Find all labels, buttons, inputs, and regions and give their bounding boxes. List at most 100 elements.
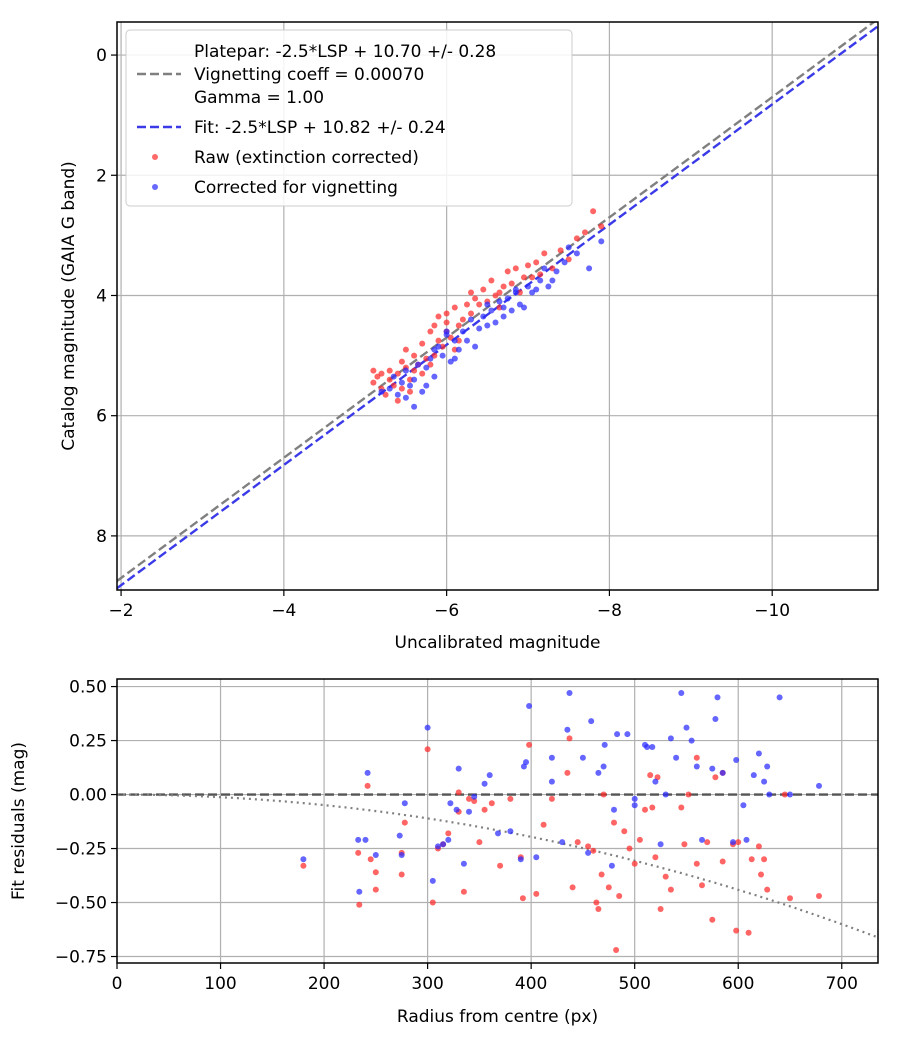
data-point <box>616 893 623 899</box>
data-point <box>507 828 514 835</box>
data-point <box>386 385 393 392</box>
data-point <box>431 373 438 380</box>
data-point <box>541 265 548 272</box>
x-tick-label: −2 <box>109 601 134 621</box>
data-point <box>557 247 564 254</box>
data-point <box>484 301 491 308</box>
data-point <box>512 289 519 296</box>
data-point <box>816 782 822 789</box>
data-point <box>429 899 436 906</box>
data-point <box>402 346 409 353</box>
data-point <box>595 906 602 912</box>
data-point <box>519 895 526 902</box>
data-point <box>468 289 474 296</box>
data-point <box>548 754 555 761</box>
axis-ticks: −2 −4 −6 −8 −10 0 2 4 6 8 <box>96 46 790 621</box>
data-point <box>372 869 379 876</box>
data-point <box>455 346 462 353</box>
data-point <box>445 830 452 837</box>
data-point <box>372 852 379 858</box>
data-point <box>367 856 374 863</box>
x-tick-label: −8 <box>597 601 622 621</box>
data-point <box>435 343 442 350</box>
data-point <box>549 265 556 272</box>
x-tick-label: −6 <box>434 601 459 621</box>
data-point <box>451 304 458 311</box>
data-point <box>586 265 593 272</box>
grid <box>116 679 878 963</box>
data-point <box>512 265 519 272</box>
data-point <box>644 744 651 750</box>
data-point <box>766 791 773 798</box>
data-point <box>649 804 656 811</box>
y-tick-label: −0.25 <box>55 840 107 860</box>
data-point <box>652 778 659 785</box>
data-point <box>579 754 586 761</box>
data-point <box>693 754 700 761</box>
x-tick-label: 300 <box>411 974 443 994</box>
data-point <box>516 301 523 308</box>
data-point <box>459 316 466 323</box>
data-point <box>300 856 307 863</box>
data-point <box>435 337 442 344</box>
data-point <box>466 808 472 815</box>
data-point <box>598 238 605 245</box>
data-point <box>688 737 695 744</box>
data-point <box>424 724 431 731</box>
x-tick-label: 600 <box>722 974 754 994</box>
data-point <box>471 793 478 800</box>
data-point <box>709 765 716 772</box>
data-point <box>662 791 669 798</box>
data-point <box>548 795 555 802</box>
y-tick-label: 8 <box>96 527 107 547</box>
data-point <box>719 769 726 776</box>
data-point <box>394 397 401 404</box>
data-point <box>781 791 788 798</box>
data-point <box>600 763 607 770</box>
data-point <box>636 836 643 843</box>
data-point <box>776 694 783 701</box>
data-point <box>459 328 466 335</box>
data-point <box>566 735 573 742</box>
data-point <box>649 744 656 750</box>
data-point <box>573 250 580 257</box>
data-point <box>468 310 474 317</box>
data-point <box>496 304 503 311</box>
y-tick-label: 6 <box>96 407 107 427</box>
data-point <box>533 286 540 293</box>
data-point <box>453 806 460 813</box>
data-point <box>755 750 762 757</box>
data-point <box>590 847 597 854</box>
data-point <box>642 806 648 813</box>
data-point <box>585 843 592 850</box>
data-point <box>582 229 588 236</box>
data-point <box>504 295 511 302</box>
data-point <box>740 802 747 809</box>
data-point <box>496 298 503 305</box>
data-point <box>488 277 495 284</box>
data-point <box>647 772 654 779</box>
data-point <box>585 849 592 856</box>
data-point <box>714 694 721 701</box>
data-point <box>378 370 385 377</box>
data-point <box>712 716 719 722</box>
x-tick-label: 200 <box>308 974 340 994</box>
data-point <box>435 843 441 850</box>
data-point <box>481 780 488 787</box>
data-point <box>626 845 633 852</box>
data-point <box>451 355 458 362</box>
data-point <box>471 798 478 804</box>
data-point <box>390 373 397 380</box>
data-point <box>427 355 434 362</box>
data-point <box>608 862 615 869</box>
y-tick-label: 0.50 <box>69 678 107 698</box>
vignetting-curve <box>117 793 878 939</box>
data-point <box>398 379 405 386</box>
data-point <box>411 352 418 359</box>
axis-ticks: 0 100 200 300 400 500 600 700 0.50 0.25 0.00 −0.25 −… <box>55 678 858 994</box>
data-point <box>443 319 450 326</box>
data-point <box>500 283 507 290</box>
data-point <box>423 382 430 389</box>
y-tick-label: 4 <box>96 286 107 306</box>
data-point <box>443 310 450 317</box>
